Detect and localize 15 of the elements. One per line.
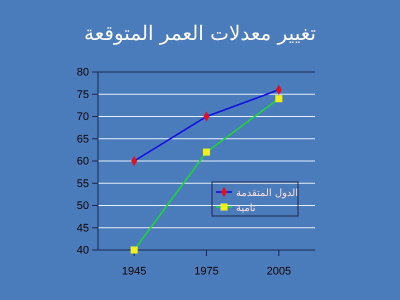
y-tick-label: 70 [76,111,89,124]
x-tick-label: 1945 [122,265,146,278]
y-tick-label: 40 [76,244,89,257]
legend-label: الدول المتقدمة [236,188,298,199]
y-tick-label: 45 [76,222,89,234]
x-tick-label: 2005 [266,265,292,278]
y-tick-label: 65 [76,133,89,146]
y-tick-label: 50 [76,200,89,212]
chart-title: تغيير معدلات العمر المتوقعة [84,21,316,45]
x-tick-label: 1975 [194,265,219,278]
y-tick-label: 60 [76,156,89,168]
y-tick-label: 80 [76,66,89,79]
legend-label: نامية [236,203,256,214]
y-tick-label: 55 [76,178,89,190]
y-tick-label: 75 [76,88,89,101]
